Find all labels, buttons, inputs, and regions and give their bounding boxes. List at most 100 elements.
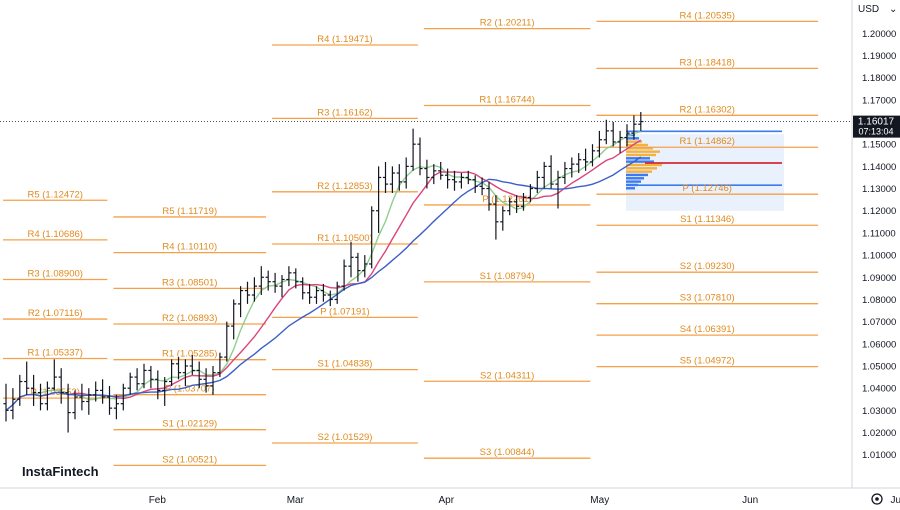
pivot-label: P (1.12261) <box>482 194 531 205</box>
chevron-down-icon[interactable]: ⌄ <box>889 4 897 15</box>
ohlc-bar <box>24 361 30 395</box>
price-axis[interactable]: 1.200001.190001.180001.170001.160001.150… <box>862 29 896 461</box>
pivot-label: R1 (1.05337) <box>27 348 82 359</box>
currency-label[interactable]: USD <box>858 4 879 15</box>
settings-gear-icon[interactable] <box>871 493 883 505</box>
ohlc-bar <box>44 381 50 411</box>
pivot-label: S1 (1.04838) <box>318 359 373 370</box>
profile-row <box>626 187 635 190</box>
ohlc-bar <box>244 281 251 304</box>
pivot-label: S4 (1.06391) <box>680 324 735 335</box>
ohlc-bar <box>106 385 113 415</box>
pivot-label: R3 (1.08900) <box>27 268 82 279</box>
pivot-label: R2 (1.06893) <box>162 313 217 324</box>
pivot-label: S5 (1.04972) <box>680 356 735 367</box>
pivot-label: R3 (1.16162) <box>317 107 372 118</box>
price-tick-label: 1.20000 <box>862 29 896 40</box>
ohlc-bar <box>162 377 168 406</box>
ohlc-bar <box>10 388 16 420</box>
month-tick-label: Feb <box>149 495 167 506</box>
price-tag-background <box>853 115 900 138</box>
ohlc-bar <box>617 130 623 154</box>
ohlc-bar <box>445 168 451 189</box>
ohlc-bar <box>514 195 520 213</box>
pivot-label: R3 (1.18418) <box>680 57 735 68</box>
pivot-label: R5 (1.11719) <box>162 206 217 217</box>
price-tag-countdown: 07:13:04 <box>858 127 893 137</box>
pivot-label: S2 (1.09230) <box>680 261 735 272</box>
price-bars <box>3 112 644 433</box>
ohlc-bar <box>534 170 540 193</box>
ohlc-bar <box>169 359 175 386</box>
ohlc-bar <box>555 170 561 209</box>
pivot-label: S1 (1.08794) <box>480 271 535 282</box>
pivot-label: S3 (1.00844) <box>480 447 535 458</box>
ohlc-bar <box>217 352 223 378</box>
month-tick-label: May <box>590 495 609 506</box>
ohlc-bar <box>438 161 444 180</box>
ohlc-bar <box>258 266 264 296</box>
pivot-label: S1 (1.02129) <box>162 419 217 430</box>
pivot-label: P (1.12746) <box>683 183 732 194</box>
pivot-label: R4 (1.10110) <box>162 242 217 253</box>
ohlc-bar <box>300 277 306 300</box>
profile-row <box>626 147 653 150</box>
month-tick-label: Jul <box>890 495 900 506</box>
ohlc-bar <box>603 119 609 145</box>
ohlc-bar <box>548 155 554 189</box>
pivot-label: R4 (1.20535) <box>680 10 735 21</box>
price-tick-label: 1.13000 <box>862 184 896 195</box>
ohlc-bar <box>272 272 278 293</box>
ohlc-bar <box>431 164 437 185</box>
ohlc-bar <box>541 161 547 189</box>
ohlc-bar <box>141 363 147 389</box>
ohlc-bar <box>410 128 416 171</box>
ohlc-bar <box>100 379 106 404</box>
ohlc-bar <box>500 206 506 231</box>
ohlc-bar <box>369 206 375 269</box>
ohlc-bar <box>279 275 285 298</box>
ohlc-bar <box>224 321 230 362</box>
pivot-label: R2 (1.16302) <box>680 104 735 115</box>
pivot-label: R1 (1.16744) <box>479 94 534 105</box>
pivot-levels: R5 (1.12472) R4 (1.10686) R3 (1.08900) R2 (… <box>3 10 819 467</box>
price-tag: 1.16017 07:13:04 <box>853 115 900 138</box>
price-tick-label: 1.10000 <box>862 251 896 262</box>
profile-row <box>626 137 639 140</box>
ohlc-bar <box>313 286 320 304</box>
pivot-label: P (1.07191) <box>320 306 369 317</box>
price-tick-label: 1.17000 <box>862 95 896 106</box>
month-tick-label: Jun <box>742 495 758 506</box>
price-tick-label: 1.11000 <box>862 228 896 239</box>
pivot-label: R4 (1.19471) <box>317 34 372 45</box>
price-tick-label: 1.07000 <box>862 317 896 328</box>
ohlc-bar <box>631 115 637 140</box>
ohlc-bar <box>120 383 126 411</box>
ohlc-bar <box>472 175 478 193</box>
plot-background <box>0 0 852 488</box>
ohlc-bar <box>86 388 92 415</box>
ohlc-bar <box>51 359 57 391</box>
pivot-label: S3 (1.07810) <box>680 293 735 304</box>
price-tick-label: 1.06000 <box>862 339 896 350</box>
pivot-label: R2 (1.07116) <box>28 308 83 319</box>
month-tick-label: Apr <box>439 495 455 506</box>
profile-row <box>626 170 652 173</box>
ohlc-bar <box>3 383 9 422</box>
ohlc-bar <box>479 177 485 196</box>
ohlc-bar <box>286 266 292 287</box>
ohlc-bar <box>348 241 354 278</box>
ohlc-bar <box>507 197 513 216</box>
ohlc-bar <box>182 359 188 386</box>
pivot-label: R2 (1.12853) <box>317 181 372 192</box>
ohlc-bar <box>355 252 361 282</box>
brand-watermark: InstaFintech <box>22 464 99 479</box>
pivot-label: R5 (1.12472) <box>27 189 82 200</box>
ohlc-bar <box>341 259 347 291</box>
ohlc-bar <box>93 381 99 402</box>
time-axis[interactable]: Feb Mar Apr May Jun Jul <box>149 495 900 506</box>
pivot-label: S2 (1.00521) <box>162 454 217 465</box>
profile-row <box>626 173 648 177</box>
ohlc-bar <box>382 161 389 193</box>
